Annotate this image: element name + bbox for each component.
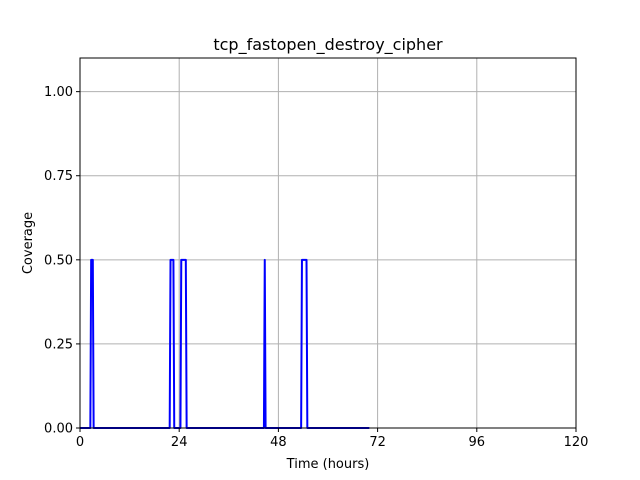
- y-tick-label: 1.00: [44, 85, 73, 100]
- y-tick-label: 0.25: [44, 337, 73, 352]
- x-tick-label: 24: [171, 435, 188, 450]
- coverage-series-line: [80, 258, 370, 429]
- x-tick-label: 96: [469, 435, 486, 450]
- y-axis-ticks: 0.00 0.25 0.50 0.75 1.00: [44, 85, 80, 437]
- x-tick-label: 72: [369, 435, 386, 450]
- x-tick-label: 0: [76, 435, 84, 450]
- chart-title: tcp_fastopen_destroy_cipher: [213, 35, 443, 55]
- x-axis-ticks: 0 24 48 72 96 120: [76, 428, 589, 450]
- y-tick-label: 0.50: [44, 253, 73, 268]
- y-tick-label: 0.00: [44, 422, 73, 437]
- y-axis-label: Coverage: [21, 212, 36, 274]
- plot-frame: [79, 57, 577, 429]
- x-axis-label: Time (hours): [286, 457, 370, 472]
- x-tick-label: 120: [564, 435, 589, 450]
- series-layer: [80, 258, 370, 429]
- x-tick-label: 48: [270, 435, 287, 450]
- y-tick-label: 0.75: [44, 169, 73, 184]
